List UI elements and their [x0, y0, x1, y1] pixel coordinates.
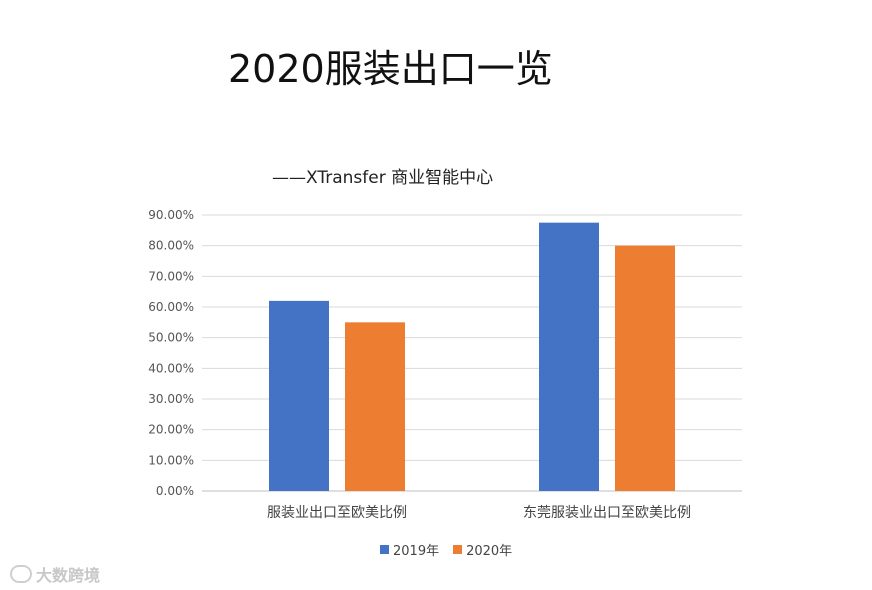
y-tick-label: 70.00%: [148, 269, 194, 283]
legend-label-2020: 2020年: [466, 544, 513, 559]
bar-2019年-1: [539, 222, 599, 491]
bar-2019年-0: [269, 300, 329, 491]
y-tick-label: 0.00%: [156, 484, 194, 498]
legend: 2019年 2020年: [380, 540, 512, 559]
legend-item-2019: 2019年: [380, 540, 439, 559]
y-tick-label: 90.00%: [148, 208, 194, 222]
watermark-logo-icon: [10, 565, 32, 583]
bar-group: [269, 222, 675, 491]
legend-swatch-2019: [380, 545, 389, 554]
chart-subtitle: ——XTransfer 商业智能中心: [272, 168, 494, 188]
legend-swatch-2020: [453, 545, 463, 554]
y-tick-label: 30.00%: [148, 392, 194, 406]
legend-item-2020: 2020年: [453, 540, 512, 559]
y-axis-ticks: 0.00% 10.00% 20.00% 30.00% 40.00% 50.00% 60.00…: [148, 208, 194, 498]
bar-2020年-1: [615, 245, 675, 491]
y-tick-label: 40.00%: [148, 361, 194, 375]
watermark: 大数跨境: [10, 562, 100, 586]
y-tick-label: 80.00%: [148, 239, 194, 253]
y-tick-label: 60.00%: [148, 300, 194, 314]
y-tick-label: 20.00%: [148, 423, 194, 437]
x-axis-categories: 服装业出口至欧美比例 东莞服装业出口至欧美比例: [267, 505, 691, 521]
x-category-label: 东莞服装业出口至欧美比例: [523, 505, 691, 521]
watermark-text: 大数跨境: [36, 566, 101, 585]
y-tick-label: 50.00%: [148, 331, 194, 345]
bar-2020年-0: [345, 322, 405, 491]
y-tick-label: 10.00%: [148, 453, 194, 467]
legend-label-2019: 2019年: [393, 544, 440, 559]
x-category-label: 服装业出口至欧美比例: [267, 505, 407, 521]
page-title: 2020服装出口一览: [228, 47, 553, 91]
